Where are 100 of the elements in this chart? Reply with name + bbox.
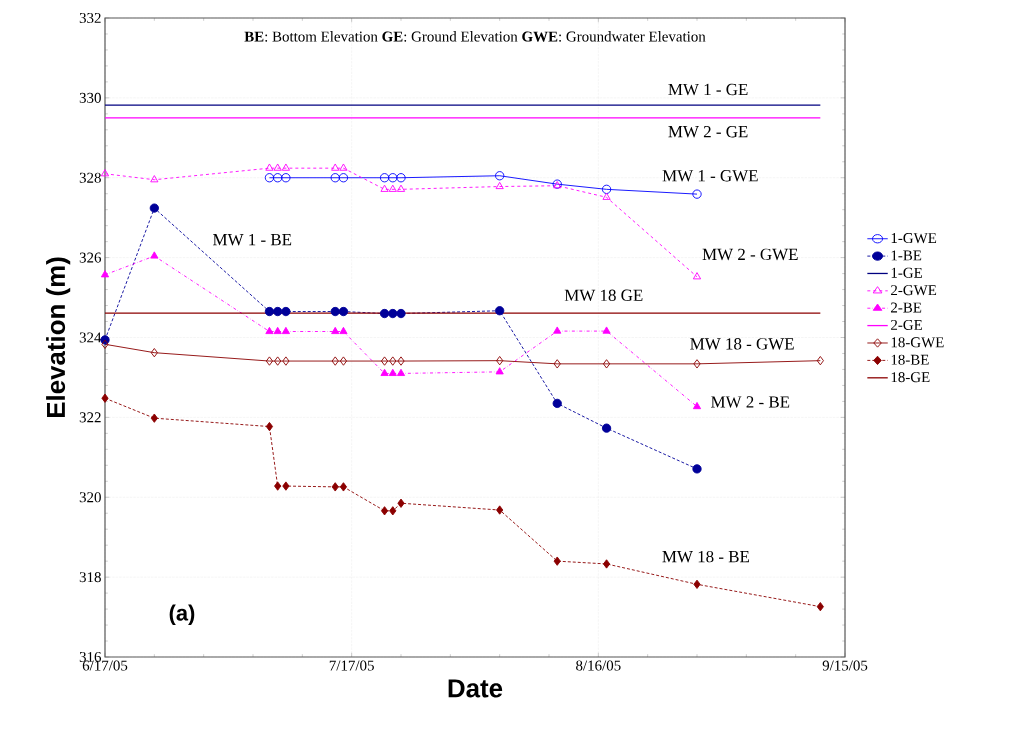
point — [388, 184, 397, 192]
y-tick-label: 328 — [79, 172, 101, 183]
point — [273, 163, 282, 171]
point — [495, 306, 505, 316]
point — [396, 184, 406, 192]
legend-label: 1-GWE — [891, 233, 937, 244]
legend-label: 18-BE — [891, 354, 929, 365]
text: BE: Bottom Elevation GE: Ground Elevation GWE: Groundwater Elevation — [244, 31, 706, 42]
point — [338, 306, 349, 317]
point — [388, 173, 398, 183]
point — [495, 367, 504, 375]
point — [601, 184, 612, 194]
point — [331, 326, 340, 335]
point — [388, 308, 398, 319]
annotation: MW 1 - GE — [668, 83, 748, 96]
y-tick-label: 320 — [79, 492, 101, 503]
point — [396, 368, 406, 376]
point — [552, 398, 562, 409]
point — [101, 393, 109, 403]
legend-label: 18-GE — [891, 372, 930, 383]
point — [602, 326, 611, 334]
point — [553, 326, 562, 334]
point — [495, 181, 504, 190]
point — [265, 421, 274, 432]
point — [100, 270, 110, 278]
point — [330, 173, 340, 183]
point — [495, 171, 505, 181]
point — [150, 348, 158, 358]
annotation: MW 1 - BE — [213, 234, 292, 246]
point — [601, 423, 612, 433]
point — [396, 308, 406, 319]
annotation: MW 2 - GE — [668, 125, 748, 138]
legend-label: 1-BE — [891, 250, 922, 261]
x-tick-label: 7/17/05 — [329, 660, 374, 671]
annotation: MW 18 - GWE — [690, 338, 794, 350]
point — [380, 184, 389, 192]
point — [100, 169, 110, 177]
point — [339, 356, 348, 366]
y-tick-label: 318 — [79, 572, 101, 583]
point — [389, 356, 397, 366]
point — [380, 506, 389, 516]
y-tick-label: 332 — [79, 12, 101, 24]
point — [265, 356, 274, 366]
point — [692, 401, 702, 410]
point — [149, 203, 159, 213]
point — [397, 498, 405, 508]
point — [265, 326, 274, 335]
point — [281, 306, 291, 317]
point — [273, 326, 282, 335]
point — [496, 505, 504, 515]
point — [816, 356, 824, 366]
point — [101, 339, 109, 349]
point — [338, 173, 349, 183]
annotation: (a) — [169, 604, 195, 626]
point — [330, 306, 340, 317]
x-axis-title: Date — [448, 679, 503, 698]
point — [693, 359, 701, 369]
y-axis-title: Elevation (m) — [46, 257, 71, 418]
point — [389, 506, 397, 516]
point — [692, 189, 702, 199]
point — [273, 173, 283, 183]
point — [150, 413, 158, 423]
point — [553, 359, 561, 369]
point — [265, 163, 274, 171]
annotation: MW 2 - BE — [711, 396, 790, 408]
legend-label: 18-GWE — [891, 337, 944, 348]
legend-label: 2-GWE — [891, 285, 937, 296]
y-tick-label: 330 — [79, 92, 101, 103]
point — [339, 163, 348, 171]
point — [379, 173, 390, 183]
point — [281, 173, 291, 183]
point — [553, 556, 561, 566]
point — [388, 368, 397, 376]
annotation: MW 18 - BE — [662, 550, 750, 563]
y-tick-label: 324 — [79, 332, 102, 343]
x-tick-label: 6/17/05 — [82, 660, 128, 671]
annotation: MW 18 GE — [564, 289, 643, 302]
point — [281, 326, 290, 335]
legend-label: 1-GE — [891, 267, 922, 278]
point — [379, 308, 390, 319]
point — [496, 356, 504, 366]
point — [397, 356, 405, 366]
annotation: MW 1 - GWE — [662, 170, 758, 182]
annotation: MW 2 - GWE — [702, 248, 798, 261]
y-tick-label: 316 — [79, 651, 102, 663]
y-tick-label: 326 — [79, 252, 102, 263]
point — [150, 175, 159, 183]
point — [693, 579, 701, 589]
point — [380, 368, 389, 376]
point — [396, 173, 406, 183]
point — [816, 602, 824, 612]
point — [264, 173, 275, 183]
point — [339, 482, 348, 492]
point — [281, 163, 290, 171]
point — [282, 481, 290, 491]
point — [692, 464, 702, 474]
legend-label: 2-GE — [891, 319, 922, 330]
point — [339, 326, 348, 335]
point — [331, 482, 339, 492]
point — [264, 306, 275, 317]
